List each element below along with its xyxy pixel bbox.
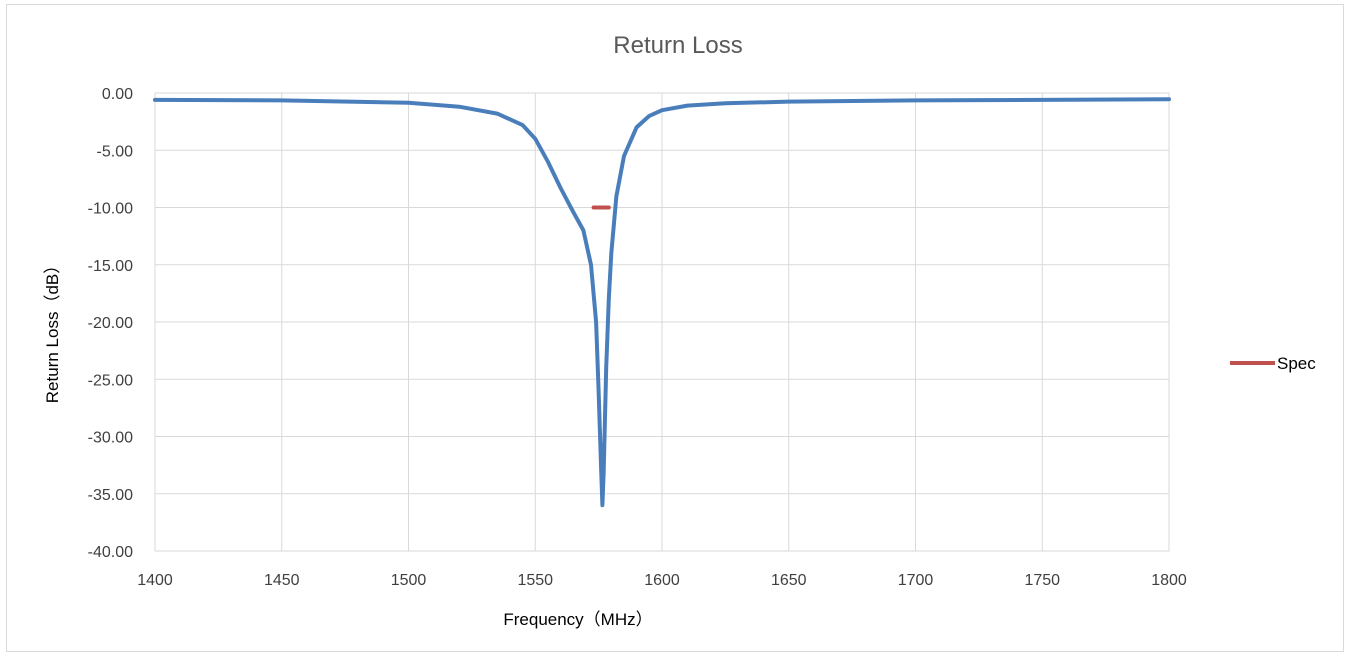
legend-label-spec: Spec xyxy=(1277,354,1316,373)
y-axis-ticks: 0.00 -5.00 -10.00 -15.00 -20.00 -25.00 -30.00 -… xyxy=(88,86,133,561)
x-tick-label-7: 1750 xyxy=(1024,572,1060,589)
y-tick-label-2: -10.00 xyxy=(88,201,133,218)
x-tick-label-2: 1500 xyxy=(391,572,427,589)
legend: Spec xyxy=(1230,354,1316,373)
y-tick-label-7: -35.00 xyxy=(88,487,133,504)
chart-frame: Return Loss 0.00 -5.00 -10.00 -15.00 -20.00 -… xyxy=(6,4,1344,652)
y-tick-label-1: -5.00 xyxy=(97,143,134,160)
x-tick-label-8: 1800 xyxy=(1151,572,1187,589)
x-tick-label-1: 1450 xyxy=(264,572,300,589)
series-layer xyxy=(153,97,1171,508)
y-tick-label-6: -30.00 xyxy=(88,430,133,447)
x-tick-label-0: 1400 xyxy=(137,572,173,589)
y-axis-title: Return Loss（dB） xyxy=(43,257,62,403)
y-tick-label-5: -25.00 xyxy=(88,372,133,389)
grid xyxy=(154,92,1170,552)
series-line-0 xyxy=(153,97,1171,508)
x-tick-label-4: 1600 xyxy=(644,572,680,589)
chart-title: Return Loss xyxy=(613,32,742,59)
x-axis-title: Frequency（MHz） xyxy=(503,610,652,629)
return-loss-chart: Return Loss 0.00 -5.00 -10.00 -15.00 -20.00 -… xyxy=(43,32,1316,629)
y-tick-label-3: -15.00 xyxy=(88,258,133,275)
y-tick-label-8: -40.00 xyxy=(88,544,133,561)
x-axis-ticks: 1400 1450 1500 1550 1600 1650 1700 1750 1800 xyxy=(137,572,1187,589)
y-tick-label-0: 0.00 xyxy=(102,86,133,103)
x-tick-label-5: 1650 xyxy=(771,572,807,589)
y-tick-label-4: -20.00 xyxy=(88,315,133,332)
x-tick-label-3: 1550 xyxy=(517,572,553,589)
x-tick-label-6: 1700 xyxy=(898,572,934,589)
